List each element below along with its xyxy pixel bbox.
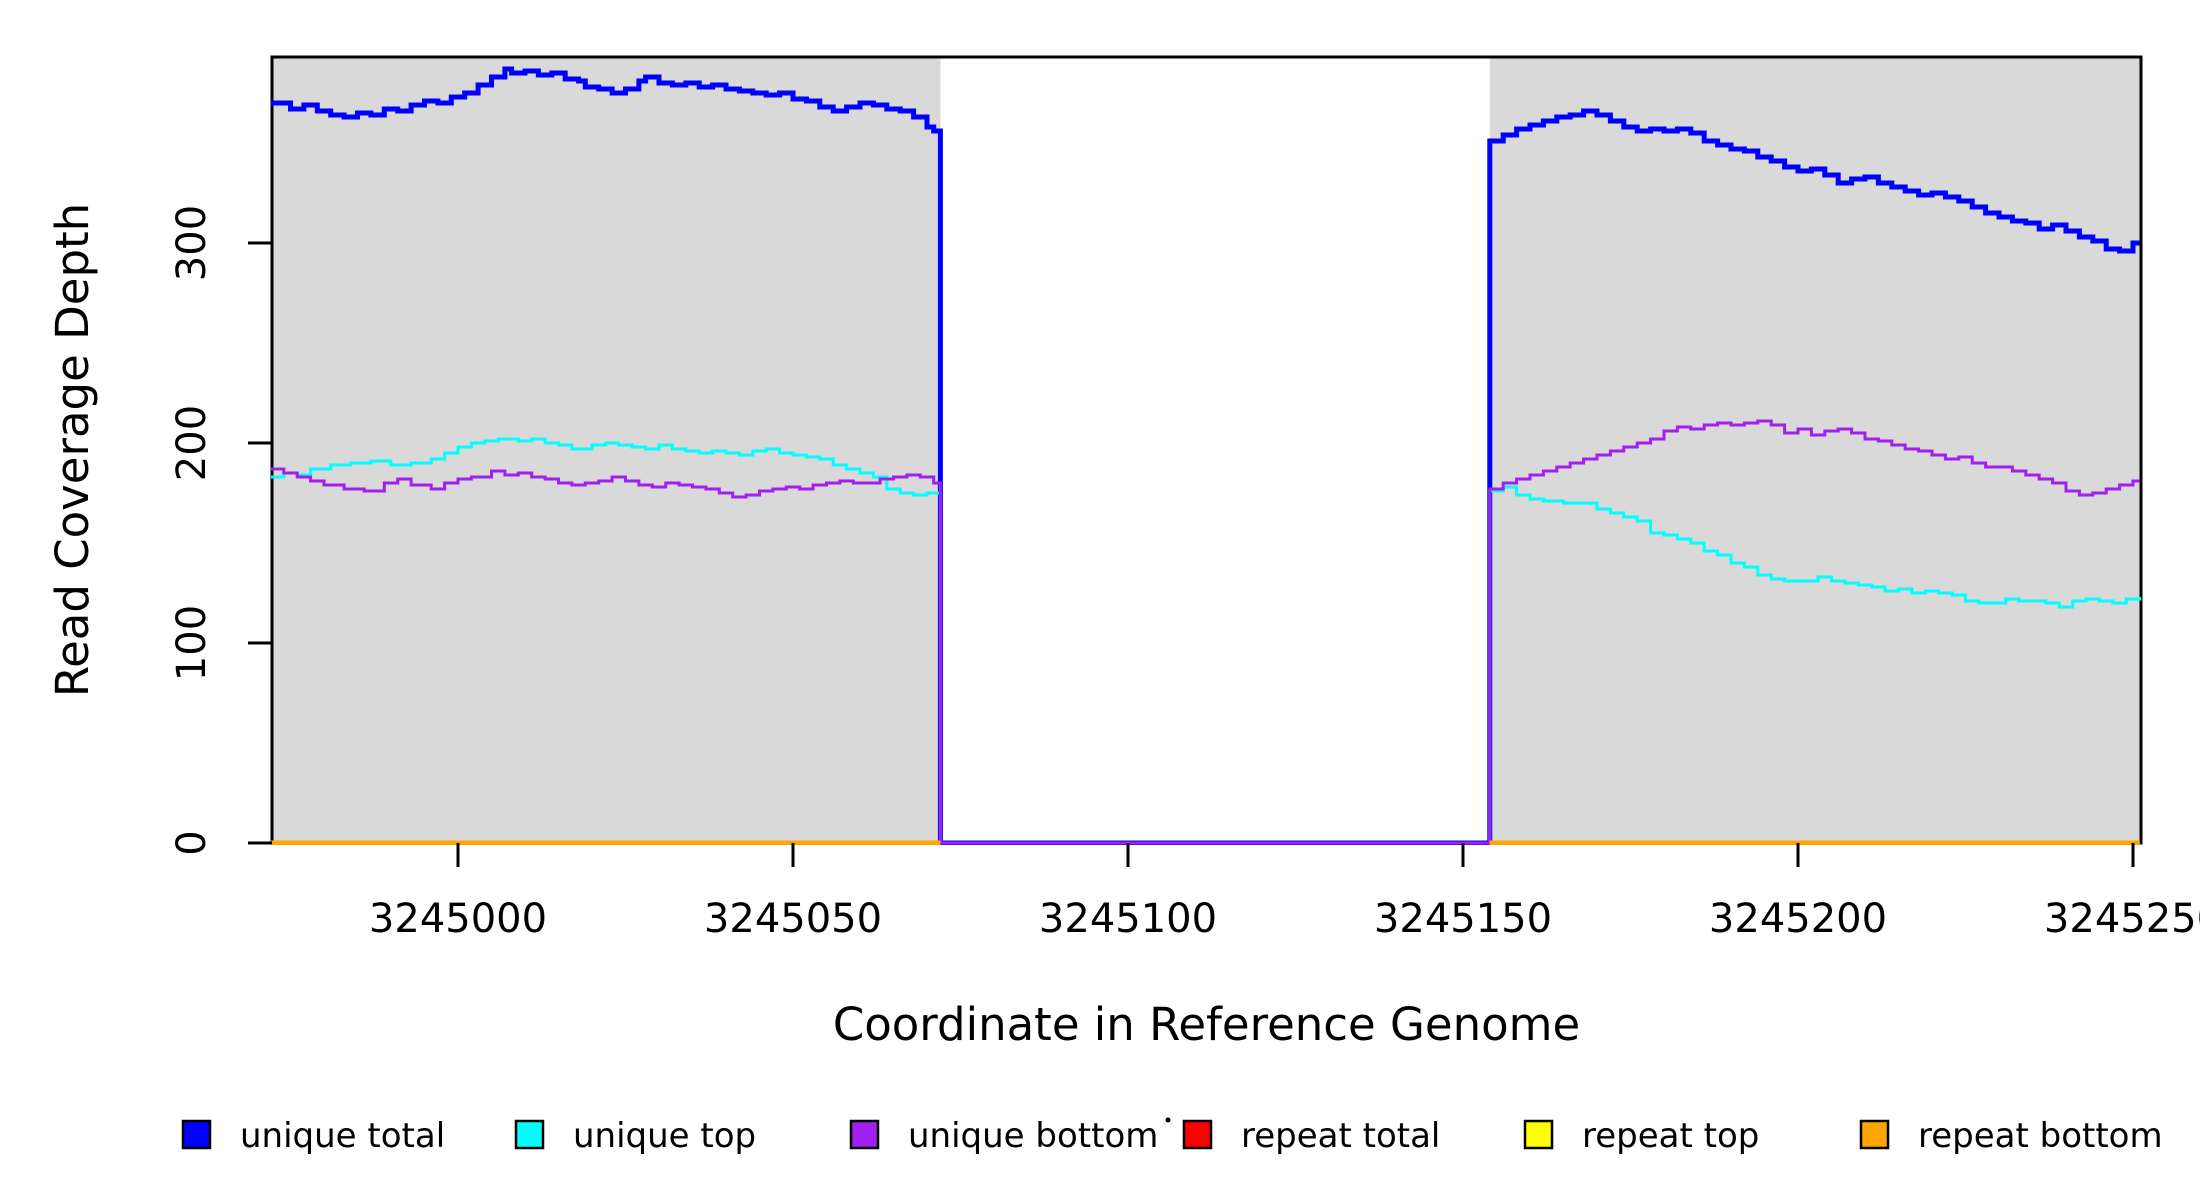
- y-axis-tick-label: 0: [169, 830, 215, 855]
- x-axis-tick-label: 3245100: [1039, 896, 1217, 942]
- legend-swatch: [1523, 1119, 1554, 1150]
- series-unique-bottom: [271, 419, 2140, 845]
- shaded-region-right: [1489, 57, 2140, 843]
- legend-swatch: [849, 1119, 880, 1150]
- y-axis-tick-label: 200: [169, 405, 215, 481]
- legend-swatch: [181, 1119, 212, 1150]
- x-axis-tick-label: 3245200: [1709, 896, 1887, 942]
- x-axis-tick-label: 3245050: [704, 896, 882, 942]
- legend-label: unique top: [573, 1116, 756, 1156]
- legend-item-unique-total: unique total: [181, 1116, 445, 1156]
- series-group: [271, 66, 2142, 845]
- shaded-region-left: [272, 57, 941, 843]
- legend-label: repeat top: [1582, 1116, 1759, 1156]
- legend-label: repeat total: [1241, 1116, 1440, 1156]
- legend-item-unique-bottom: unique bottom: [849, 1116, 1158, 1156]
- x-axis-title: Coordinate in Reference Genome: [833, 998, 1580, 1051]
- y-axis-title: Read Coverage Depth: [46, 203, 99, 697]
- legend: unique total unique top unique bottom repea…: [181, 1116, 2163, 1156]
- y-axis-tick-label: 300: [169, 205, 215, 281]
- series-unique-total: [271, 66, 2140, 845]
- x-axis-tick-label: 3245150: [1374, 896, 1552, 942]
- legend-item-unique-top: unique top: [514, 1116, 756, 1156]
- legend-item-repeat-top: repeat top: [1523, 1116, 1759, 1156]
- legend-item-repeat-total: repeat total: [1182, 1116, 1440, 1156]
- legend-item-repeat-bottom: repeat bottom: [1859, 1116, 2163, 1156]
- legend-label: repeat bottom: [1918, 1116, 2163, 1156]
- legend-swatch: [514, 1119, 545, 1150]
- legend-label: unique total: [240, 1116, 445, 1156]
- legend-label: unique bottom: [908, 1116, 1158, 1156]
- legend-swatch: [1859, 1119, 1890, 1150]
- legend-dot-mark: [1165, 1117, 1171, 1123]
- legend-swatch: [1182, 1119, 1213, 1150]
- y-axis-tick-label: 100: [169, 605, 215, 681]
- x-axis-tick-label: 3245000: [369, 896, 547, 942]
